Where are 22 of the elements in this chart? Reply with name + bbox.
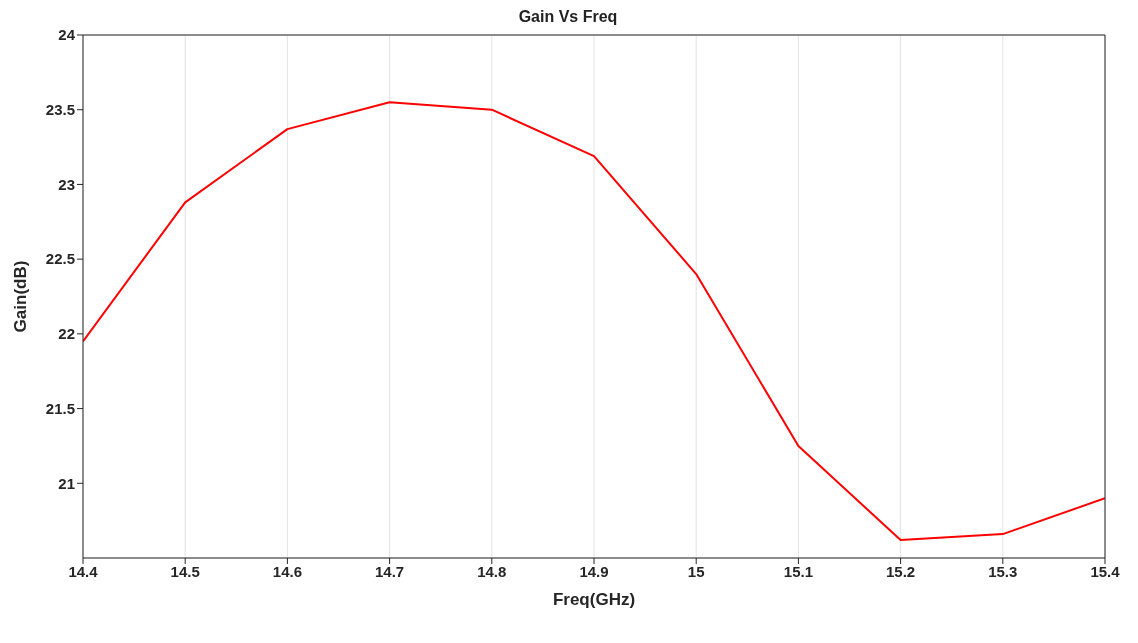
y-tick-label: 24 [58, 26, 76, 44]
y-tick-label: 23 [58, 175, 75, 193]
x-tick-label: 14.5 [170, 562, 200, 580]
x-tick-label: 14.9 [579, 562, 609, 580]
y-tick-label: 21 [58, 474, 75, 492]
line-series [83, 101, 1105, 542]
x-tick-label: 15.1 [783, 562, 813, 580]
x-tick-label: 15.2 [886, 562, 916, 580]
chart-title: Gain Vs Freq [517, 8, 619, 26]
x-axis-title: Freq(GHz) [552, 590, 636, 609]
y-tick-label: 23.5 [45, 101, 75, 119]
x-tick-label: 14.4 [68, 562, 99, 580]
x-tick-label: 14.7 [375, 562, 405, 580]
y-tick-label: 22.5 [45, 250, 75, 268]
x-tick-label: 15.3 [988, 562, 1018, 580]
x-tick-label: 14.8 [477, 562, 507, 580]
x-tick-label: 15.4 [1090, 562, 1121, 580]
x-tick-label: 14.6 [272, 562, 302, 580]
x-tick-label: 15 [687, 562, 705, 580]
y-axis-title: Gain(dB) [11, 260, 31, 333]
y-tick-label: 22 [58, 325, 75, 343]
y-tick-label: 21.5 [45, 399, 75, 417]
